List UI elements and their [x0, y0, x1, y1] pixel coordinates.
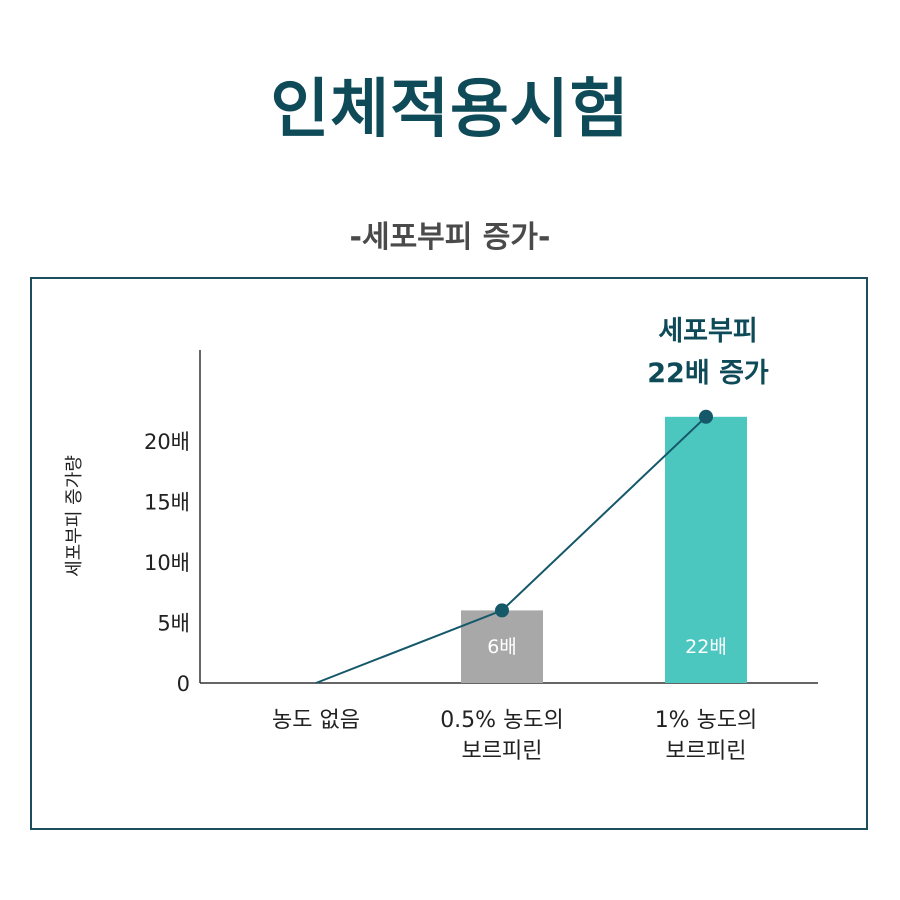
y-tick-label: 10배 [144, 551, 190, 575]
bar-value-label: 22배 [685, 636, 727, 658]
x-category-label: 농도 없음 [272, 708, 360, 733]
y-tick-label: 0 [177, 672, 190, 696]
y-tick-label: 20배 [144, 430, 190, 454]
bar [665, 416, 747, 683]
bar [461, 610, 543, 683]
annotation-text: 22배 증가 [647, 358, 769, 389]
x-category-label: 보르피린 [462, 739, 543, 764]
x-category-label: 0.5% 농도의 [440, 708, 564, 733]
y-tick-label: 5배 [157, 612, 190, 636]
page-title: 인체적용시험 [270, 73, 630, 147]
x-category-label: 보르피린 [666, 739, 747, 764]
y-tick-label: 15배 [144, 491, 190, 515]
trend-point [495, 603, 509, 618]
chart-subtitle: -세포부피 증가- [349, 220, 551, 255]
y-axis-label: 세포부피 증가량 [64, 455, 85, 577]
trend-point [699, 409, 713, 424]
x-category-label: 1% 농도의 [655, 708, 758, 733]
annotation-text: 세포부피 [658, 316, 757, 347]
bar-value-label: 6배 [487, 636, 517, 658]
chart-frame [30, 277, 868, 830]
